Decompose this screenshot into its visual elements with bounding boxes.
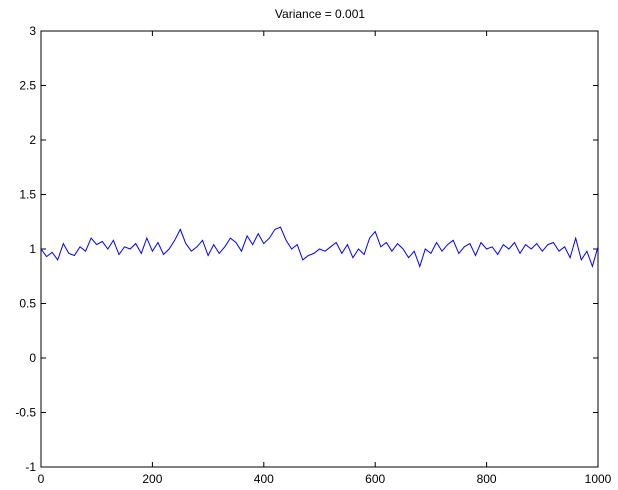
x-tick-label: 400 [254,472,274,486]
y-axis: -1 -0.5 0 0.5 1 1.5 2 2.5 3 [15,24,598,474]
x-tick-label: 800 [477,472,497,486]
y-tick-label: -1 [25,460,36,474]
data-series-line [40,226,599,269]
y-tick-label: 1.5 [19,188,36,202]
x-axis: 0 200 400 600 800 1000 [38,31,612,486]
x-tick-label: 0 [38,472,45,486]
y-tick-label: 2.5 [19,79,36,93]
y-tick-label: 0.5 [19,297,36,311]
y-tick-label: 1 [29,242,36,256]
x-tick-label: 1000 [585,472,612,486]
x-tick-label: 600 [365,472,385,486]
y-tick-label: 0 [29,351,36,365]
chart-title: Variance = 0.001 [275,7,366,21]
y-tick-label: 2 [29,133,36,147]
y-tick-label: 3 [29,24,36,38]
y-tick-label: -0.5 [15,406,36,420]
x-tick-label: 200 [142,472,162,486]
